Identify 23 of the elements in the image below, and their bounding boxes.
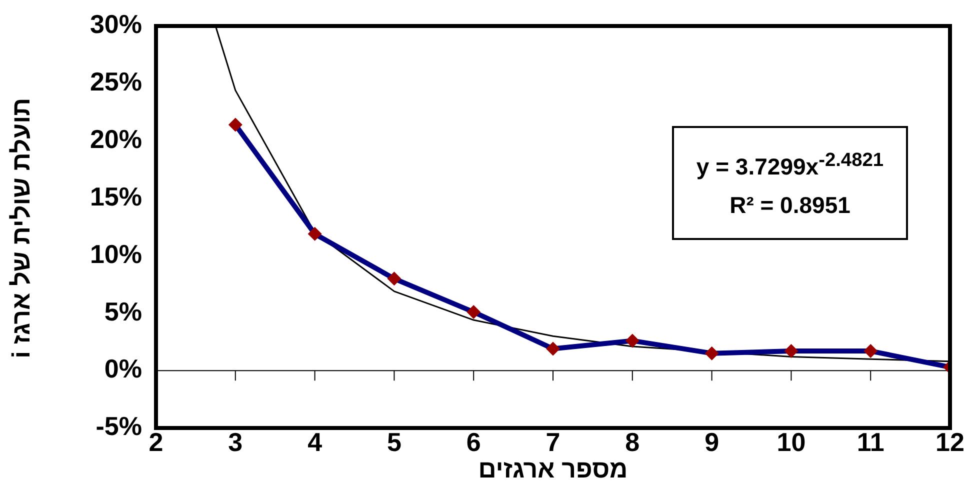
x-tick-label: 9 (704, 426, 720, 457)
y-tick-label: 10% (90, 238, 142, 269)
y-tick-label: 25% (90, 66, 142, 97)
x-tick-label: 5 (386, 426, 402, 457)
x-tick-label: 3 (228, 426, 243, 457)
y-tick-label: 15% (90, 181, 142, 212)
x-tick-label: 12 (936, 426, 964, 457)
y-tick-label: -5% (96, 411, 142, 442)
y-axis-title: תועלת שולית של ארגז i (8, 98, 36, 358)
x-tick-label: 11 (856, 426, 884, 457)
x-tick-label: 7 (546, 426, 560, 457)
x-axis-title: מספר ארגזים (478, 456, 628, 484)
y-tick-label: 20% (90, 124, 142, 154)
x-tick-label: 2 (148, 426, 164, 457)
annotation: y = 3.7299x$^{-2.4821}$ (695, 149, 885, 182)
y-tick-label: 0% (104, 354, 142, 384)
annotation: R² = 0.8951 (728, 190, 852, 220)
y-tick-label: 30% (90, 9, 142, 40)
x-tick-label: 10 (776, 426, 806, 457)
x-tick-label: 8 (625, 426, 640, 457)
x-tick-label: 6 (466, 426, 481, 457)
x-tick-label: 4 (308, 426, 323, 457)
y-tick-label: 5% (104, 296, 142, 326)
